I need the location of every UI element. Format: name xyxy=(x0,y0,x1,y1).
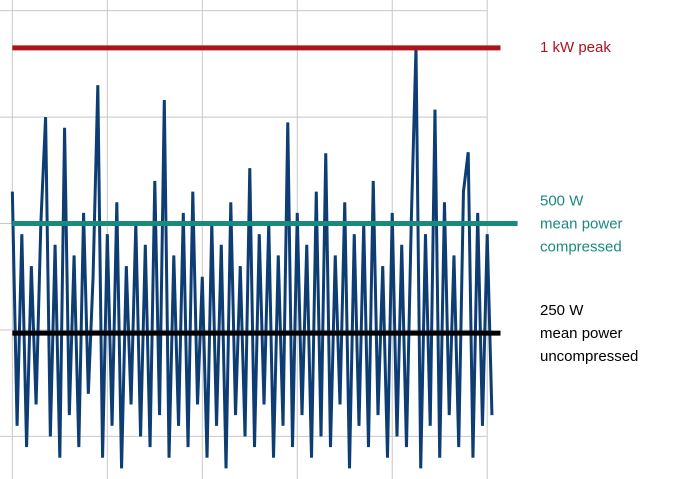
reference-label: compressed xyxy=(540,239,622,256)
reference-label: 1 kW peak xyxy=(540,39,611,56)
reference-label: uncompressed xyxy=(540,348,638,365)
reference-label: 250 W xyxy=(540,302,584,319)
waveform xyxy=(10,47,494,469)
reference-label: 500 W xyxy=(540,193,584,210)
reference-label: mean power xyxy=(540,216,623,233)
reference-label: mean power xyxy=(540,325,623,342)
